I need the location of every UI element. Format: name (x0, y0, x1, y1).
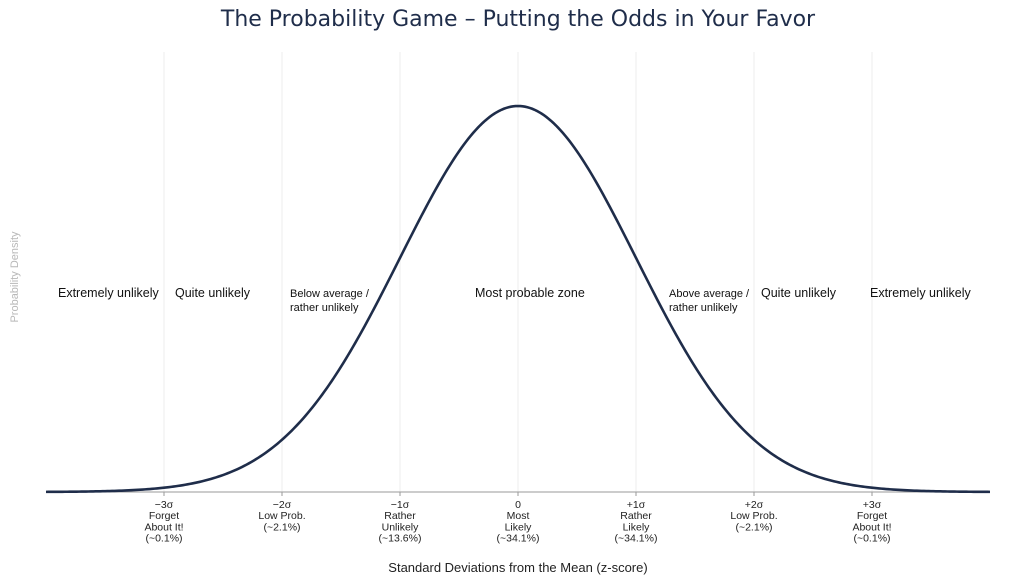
x-tick-label: Rather (620, 510, 652, 522)
grid-lines (163, 52, 873, 492)
zone-label-below-average: Below average / (290, 288, 370, 300)
x-tick-label: Likely (623, 521, 651, 533)
x-tick-label: +3σ (863, 499, 882, 511)
x-tick-label: −1σ (391, 499, 410, 511)
x-tick-label: Rather (384, 510, 416, 522)
x-tick-label: About It! (144, 521, 183, 533)
normal-distribution-curve (45, 104, 991, 494)
x-tick-label: −2σ (273, 499, 292, 511)
zone-label-extremely-unlikely-left: Extremely unlikely (58, 286, 159, 300)
x-tick-label: +1σ (627, 499, 646, 511)
zone-label-above-average: Above average / (669, 288, 750, 300)
x-tick-label: Unlikely (382, 521, 420, 533)
zone-labels: Extremely unlikely Quite unlikely Below av… (58, 286, 971, 314)
zone-label-extremely-unlikely-right: Extremely unlikely (870, 286, 971, 300)
zone-label-most-probable: Most probable zone (475, 286, 585, 300)
x-tick-label: (~0.1%) (853, 533, 890, 545)
x-axis-label: Standard Deviations from the Mean (z-sco… (388, 560, 647, 575)
x-tick-label: (~2.1%) (735, 521, 772, 533)
x-tick-label: (~34.1%) (615, 533, 658, 545)
x-tick-label: Likely (505, 521, 533, 533)
x-tick-label: Forget (149, 510, 179, 522)
x-tick-label: 0 (515, 499, 521, 511)
x-tick-label: (~34.1%) (497, 533, 540, 545)
x-tick-label: −3σ (155, 499, 174, 511)
x-tick-label: (~2.1%) (263, 521, 300, 533)
zone-label-above-average: rather unlikely (669, 302, 738, 314)
x-tick-label: +2σ (745, 499, 764, 511)
y-axis-label: Probability Density (9, 231, 21, 323)
x-tick-label: Forget (857, 510, 887, 522)
x-tick-label: Low Prob. (258, 510, 305, 522)
x-tick-label: Most (507, 510, 530, 522)
zone-label-quite-unlikely-right: Quite unlikely (761, 286, 837, 300)
zone-label-quite-unlikely-left: Quite unlikely (175, 286, 251, 300)
zone-label-below-average: rather unlikely (290, 302, 359, 314)
x-tick-label: Low Prob. (730, 510, 777, 522)
x-tick-label: (~13.6%) (379, 533, 422, 545)
chart-title: The Probability Game – Putting the Odds … (220, 7, 816, 32)
x-tick-label: (~0.1%) (145, 533, 182, 545)
x-tick-label: About It! (852, 521, 891, 533)
